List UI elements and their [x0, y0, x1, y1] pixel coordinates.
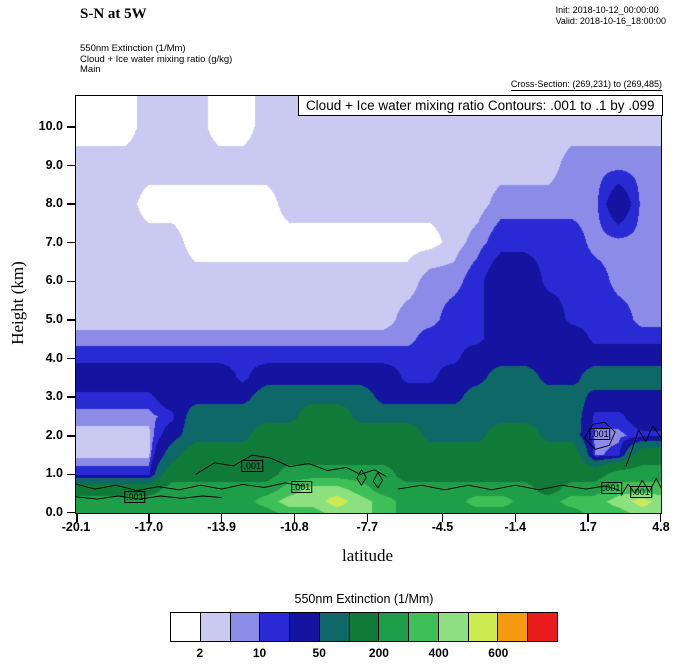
colorbar-tick-label: 10	[252, 646, 267, 660]
colorbar-cell	[199, 613, 230, 641]
colorbar-cell	[318, 613, 349, 641]
y-tick-label: 10.0	[38, 118, 63, 133]
contour-info-box: Cloud + Ice water mixing ratio Contours:…	[297, 94, 663, 116]
y-tick-label: 1.0	[45, 466, 63, 481]
x-axis-title: latitude	[342, 546, 393, 565]
x-tick-mark	[293, 513, 296, 522]
colorbar-cell	[527, 613, 557, 641]
mixing-ratio-contour-line	[372, 472, 384, 489]
y-tick-label: 9.0	[45, 157, 63, 172]
init-time-label: Init: 2018-10-12_00:00:00	[555, 5, 659, 15]
y-tick-label: 7.0	[45, 234, 63, 249]
y-tick-mark	[67, 319, 76, 321]
mixing-ratio-contour-line	[195, 454, 387, 477]
mixing-ratio-contour-line	[356, 469, 367, 486]
mixing-ratio-contour-line	[584, 421, 616, 450]
mixing-ratio-contour-line	[76, 482, 304, 492]
mixing-ratio-contour-line	[397, 484, 619, 491]
y-tick-label: 5.0	[45, 311, 63, 326]
valid-time-label: Valid: 2018-10-16_18:00:00	[555, 15, 666, 26]
colorbar-cell	[408, 613, 438, 641]
y-tick-label: 6.0	[45, 273, 63, 288]
y-tick-mark	[67, 126, 76, 128]
colorbar-cell	[497, 613, 528, 641]
colorbar-tick-label: 600	[488, 646, 509, 660]
x-tick-mark	[587, 513, 589, 522]
y-tick-mark	[67, 280, 76, 283]
x-tick-label: -20.1	[61, 520, 91, 534]
plot-area: .001 .001 .001 .001 .001 .001 Cloud + Ice wat…	[39, 94, 670, 534]
colorbar-title: 550nm Extinction (1/Mm)	[294, 592, 434, 606]
y-tick-label: 3.0	[45, 389, 63, 404]
x-tick-mark	[441, 513, 444, 522]
x-tick-label: -10.8	[280, 520, 309, 534]
x-tick-mark	[366, 513, 369, 522]
x-tick-label: -13.9	[207, 520, 236, 534]
y-tick-mark	[67, 511, 76, 513]
x-tick-mark	[148, 513, 150, 522]
colorbar-cell	[259, 613, 290, 641]
colorbar-tick-label: 50	[312, 646, 326, 660]
colorbar-tick-label: 400	[428, 646, 449, 660]
x-tick-label: -1.4	[504, 520, 527, 534]
page-title: S-N at 5W	[80, 6, 147, 22]
x-tick-mark	[514, 513, 517, 522]
run-times: Init: 2018-10-12_00:00:00 Valid: 2018-10…	[556, 5, 666, 26]
colorbar-cell	[378, 613, 409, 641]
y-tick-label: 0.0	[45, 505, 63, 519]
contour-label: .001	[589, 427, 611, 440]
cross-section-label: Cross-Section: (269,231) to (269,485)	[510, 79, 662, 91]
x-tick-mark	[220, 513, 223, 522]
colorbar-cell	[229, 613, 260, 641]
contour-label: .001	[600, 481, 623, 494]
x-tick-label: 1.7	[579, 520, 597, 534]
mixing-ratio-contour-line	[620, 477, 661, 496]
y-tick-mark	[67, 203, 76, 205]
y-tick-label: 4.0	[45, 350, 63, 365]
x-tick-label: -17.0	[134, 520, 164, 534]
y-tick-mark	[67, 164, 76, 167]
x-tick-mark	[659, 513, 661, 522]
contour-label-layer: .001 .001 .001 .001 .001 .001	[76, 96, 661, 513]
mixing-ratio-contour-line	[625, 425, 661, 467]
field-line-cloud-ice: Cloud + Ice water mixing ratio (g/kg)	[80, 53, 233, 65]
y-tick-mark	[67, 435, 76, 437]
y-tick-mark	[67, 241, 76, 244]
contour-label: .001	[123, 490, 146, 503]
x-tick-label: -7.7	[356, 520, 379, 534]
colorbar-cell	[437, 613, 468, 641]
field-line-extinction: 550nm Extinction (1/Mm)	[80, 43, 186, 54]
contour-label: .001	[290, 480, 313, 493]
colorbar-cell	[348, 613, 379, 641]
contour-lines-overlay	[76, 421, 661, 500]
colorbar	[170, 612, 558, 642]
y-axis-title: Height (km)	[8, 261, 27, 345]
mixing-ratio-contour-line	[76, 495, 222, 500]
colorbar-cell	[171, 613, 200, 641]
colorbar-tick-label: 200	[368, 646, 389, 660]
field-info: 550nm Extinction (1/Mm) Cloud + Ice wate…	[80, 43, 233, 76]
x-tick-mark	[76, 513, 78, 522]
colorbar-cell	[467, 613, 498, 641]
colorbar-tick-labels: 2 10 50 200 400 600	[170, 646, 558, 660]
y-tick-label: 2.0	[45, 427, 63, 442]
extinction-heatmap-canvas	[76, 96, 661, 513]
y-tick-label: 8.0	[45, 196, 63, 211]
x-tick-label: 4.8	[652, 520, 670, 534]
colorbar-tick-label: 2	[196, 646, 204, 660]
colorbar-cell	[289, 613, 319, 641]
y-tick-mark	[67, 357, 76, 360]
contour-label: .001	[241, 459, 263, 472]
contour-label: .001	[630, 485, 652, 498]
x-tick-label: -4.5	[431, 520, 454, 534]
y-tick-mark	[67, 396, 76, 398]
field-line-domain: Main	[80, 64, 101, 75]
y-tick-mark	[67, 473, 76, 476]
